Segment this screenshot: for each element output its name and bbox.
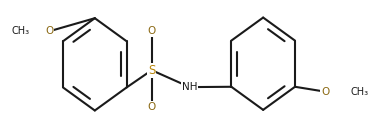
Text: NH: NH [182,82,197,92]
Text: CH₃: CH₃ [11,26,29,36]
Text: O: O [321,87,329,97]
Text: CH₃: CH₃ [350,87,368,97]
Text: O: O [147,102,156,112]
Text: O: O [147,26,156,36]
Text: O: O [45,26,54,36]
Text: S: S [148,64,156,77]
